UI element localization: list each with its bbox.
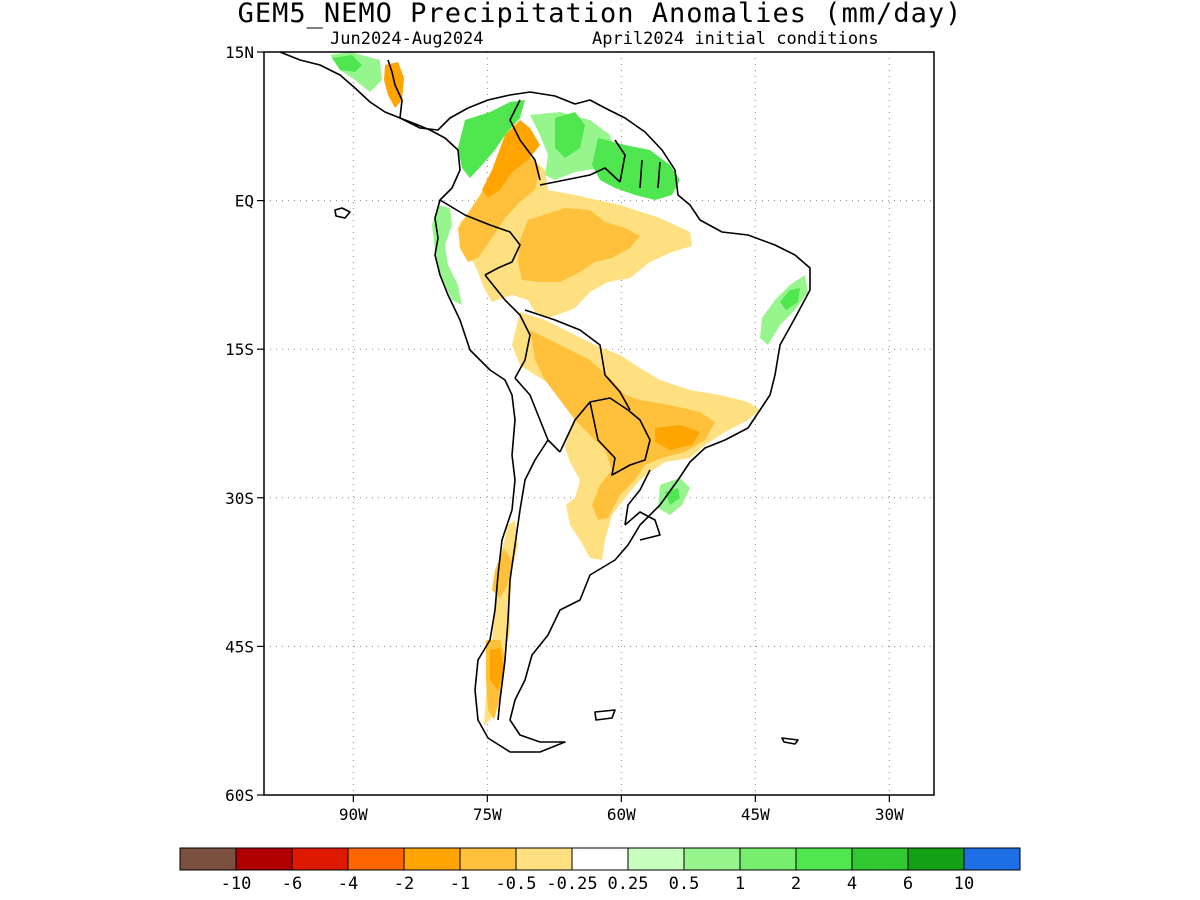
colorbar-label: -1 — [450, 874, 470, 894]
anomaly-wet-ecuador — [432, 205, 462, 305]
anomaly-wet-ne-brazil — [760, 275, 808, 345]
anomaly-wet-centam — [332, 55, 362, 72]
border-bolivia-chile — [514, 377, 561, 453]
anomaly-mod-amazon — [518, 208, 640, 282]
anomaly-wet-colombia-north — [458, 100, 525, 178]
lon-tick-label: 75W — [473, 805, 502, 824]
south-america-coastline — [399, 91, 811, 753]
latitude-axis: 15N EQ 15S 30S 45S 60S — [225, 43, 264, 805]
border-peru-brazil — [484, 274, 531, 379]
colorbar-swatch — [907, 847, 965, 871]
lon-tick-label: 30W — [875, 805, 904, 824]
colorbar-label: 2 — [791, 874, 801, 894]
grid-lines — [264, 52, 934, 795]
colorbar-label: 4 — [847, 874, 857, 894]
colorbar-label: -10 — [221, 874, 252, 894]
falkland-islands — [594, 709, 616, 721]
colorbar-label: 0.5 — [669, 874, 700, 894]
border-venezuela-brazil — [539, 167, 621, 186]
anomaly-strong-bolivia — [655, 425, 700, 450]
lon-tick-label: 45W — [741, 805, 770, 824]
colorbar-swatch — [235, 847, 293, 871]
map-title: GEM5_NEMO Precipitation Anomalies (mm/da… — [237, 0, 963, 29]
anomaly-wet-venezuela-core — [555, 112, 585, 158]
colorbar-label: -2 — [394, 874, 414, 894]
colorbar-labels: -10 -6 -4 -2 -1 -0.5 -0.25 0.25 0.5 1 2 4 6 10 — [221, 874, 975, 894]
lon-tick-label: 90W — [339, 805, 368, 824]
lat-tick-label: 30S — [225, 489, 254, 508]
colorbar-label: 1 — [735, 874, 745, 894]
border-chile-argentina — [497, 439, 549, 721]
lat-tick-label: 15S — [225, 340, 254, 359]
colorbar-label: 0.25 — [608, 874, 649, 894]
map-frame — [263, 51, 935, 796]
colorbar — [179, 847, 1021, 871]
border-guianas — [614, 139, 661, 189]
coastlines — [279, 52, 811, 753]
colorbar-swatch — [403, 847, 461, 871]
anomaly-strong-colombia — [482, 120, 540, 198]
central-america-coastline — [279, 52, 403, 119]
border-colombia-venezuela — [509, 99, 541, 181]
colorbar-swatch — [627, 847, 685, 871]
anomaly-mod-bolivia — [530, 330, 715, 520]
colorbar-label: -0.5 — [496, 874, 537, 894]
colorbar-swatch — [795, 847, 853, 871]
border-paraguay — [589, 401, 651, 476]
longitude-axis: 90W 75W 60W 45W 30W — [339, 795, 904, 824]
anomaly-fields — [330, 52, 808, 725]
colorbar-swatch — [459, 847, 517, 871]
colorbar-swatch — [739, 847, 797, 871]
colorbar-label: -0.25 — [546, 874, 597, 894]
lat-tick-label: 45S — [225, 637, 254, 656]
anomaly-strong-centam — [384, 62, 404, 108]
lat-tick-label: EQ — [235, 192, 254, 211]
anomaly-wet-ne-core — [780, 288, 800, 310]
border-uruguay — [624, 511, 661, 541]
border-argentina-brazil — [624, 469, 651, 526]
lat-tick-label: 60S — [225, 786, 254, 805]
anomaly-strong-patagonia — [490, 648, 504, 690]
forecast-period: Jun2024-Aug2024 — [330, 29, 484, 49]
colorbar-swatch — [963, 847, 1021, 871]
colorbar-label: 6 — [903, 874, 913, 894]
lat-tick-label: 15N — [225, 43, 254, 62]
lon-tick-label: 60W — [607, 805, 636, 824]
colorbar-swatch — [515, 847, 573, 871]
galapagos-islands — [334, 207, 351, 219]
colorbar-label: -6 — [282, 874, 302, 894]
colorbar-swatch — [571, 847, 629, 871]
colorbar-swatch — [347, 847, 405, 871]
border-colombia-peru — [439, 199, 521, 276]
initial-conditions: April2024 initial conditions — [592, 29, 879, 49]
anomaly-mod-colombia — [458, 148, 540, 262]
colorbar-swatch — [179, 847, 237, 871]
south-georgia — [781, 737, 799, 745]
colorbar-label: -4 — [338, 874, 358, 894]
colorbar-label: 10 — [954, 874, 974, 894]
colorbar-swatch — [851, 847, 909, 871]
border-brazil-bolivia — [524, 309, 631, 411]
colorbar-swatch — [683, 847, 741, 871]
colorbar-swatch — [291, 847, 349, 871]
